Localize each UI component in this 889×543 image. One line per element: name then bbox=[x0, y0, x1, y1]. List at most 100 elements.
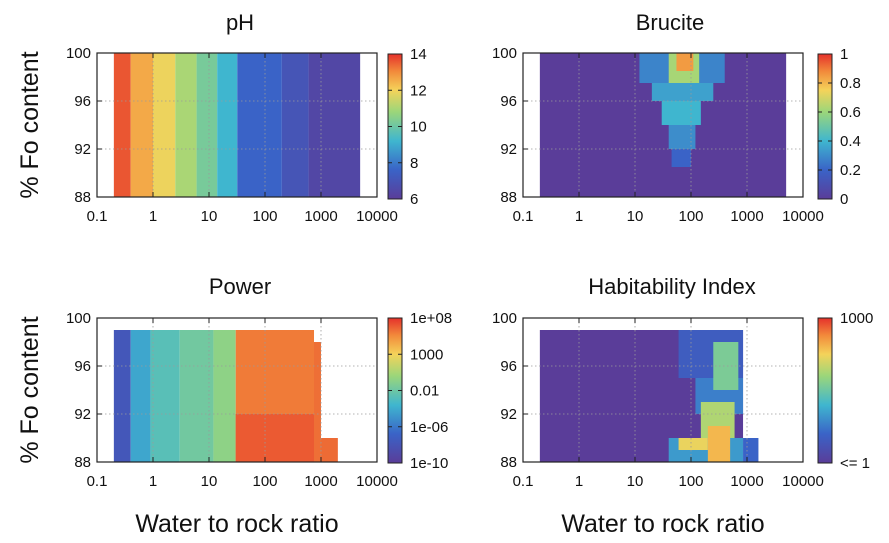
heatmap-cell-2 bbox=[130, 53, 153, 197]
x-axis-label: Water to rock ratio bbox=[135, 510, 338, 538]
y-tick-label: 96 bbox=[74, 93, 91, 110]
colorbar-tick-label: 1e+08 bbox=[410, 310, 452, 327]
y-tick-label: 88 bbox=[500, 454, 517, 471]
x-tick-label: 0.1 bbox=[513, 208, 534, 225]
colorbar-tick-label: 8 bbox=[410, 155, 418, 172]
x-tick-label: 10000 bbox=[782, 208, 824, 225]
colorbar-tick-label: 1000 bbox=[840, 310, 873, 327]
x-tick-label: 100 bbox=[252, 208, 277, 225]
heatmap-cell-5 bbox=[196, 53, 218, 197]
heatmap-cell-4 bbox=[175, 53, 197, 197]
heatmap-cell-1 bbox=[113, 53, 131, 197]
colorbar-tick-label: 0.2 bbox=[840, 162, 861, 179]
chart-title: Power bbox=[209, 274, 271, 299]
y-tick-label: 88 bbox=[500, 189, 517, 206]
x-tick-label: 10000 bbox=[356, 208, 398, 225]
x-tick-label: 1000 bbox=[304, 208, 337, 225]
heatmap-cell-5 bbox=[213, 330, 236, 462]
x-tick-label: 10 bbox=[627, 473, 644, 490]
x-tick-label: 1 bbox=[149, 473, 157, 490]
colorbar-tick-label: 1e-10 bbox=[410, 455, 448, 472]
heatmap-cell-2 bbox=[130, 330, 151, 462]
x-tick-label: 0.1 bbox=[87, 473, 108, 490]
colorbar bbox=[817, 317, 833, 464]
colorbar-tick-label: 12 bbox=[410, 82, 427, 99]
colorbar-tick-label: 6 bbox=[410, 191, 418, 208]
heatmap-cell-9 bbox=[707, 426, 731, 462]
heatmap-cell-4 bbox=[661, 101, 701, 125]
x-tick-label: 100 bbox=[678, 473, 703, 490]
heatmap-cell-8 bbox=[678, 438, 708, 450]
x-tick-label: 1 bbox=[575, 208, 583, 225]
colorbar-tick-label: 10 bbox=[410, 119, 427, 136]
y-tick-label: 96 bbox=[74, 358, 91, 375]
colorbar-tick-label: 0.6 bbox=[840, 104, 861, 121]
plot-frame bbox=[96, 52, 378, 198]
y-axis-label: % Fo content bbox=[16, 51, 44, 198]
x-tick-label: 100 bbox=[252, 473, 277, 490]
x-axis-label: Water to rock ratio bbox=[561, 510, 764, 538]
plot-frame bbox=[522, 317, 804, 463]
colorbar-tick-label: <= 1 bbox=[840, 455, 870, 472]
y-tick-label: 100 bbox=[492, 310, 517, 327]
heatmap-cell-8 bbox=[676, 53, 694, 71]
x-tick-label: 1000 bbox=[730, 208, 763, 225]
heatmap-cell-9 bbox=[308, 53, 361, 197]
colorbar-tick-label: 14 bbox=[410, 46, 427, 63]
x-tick-label: 100 bbox=[678, 208, 703, 225]
heatmap-cell-3 bbox=[150, 330, 180, 462]
x-tick-label: 1 bbox=[575, 473, 583, 490]
x-tick-label: 10 bbox=[201, 208, 218, 225]
x-tick-label: 1 bbox=[149, 208, 157, 225]
heatmap-cell-7 bbox=[235, 414, 315, 462]
y-tick-label: 100 bbox=[66, 45, 91, 62]
plot-frame bbox=[96, 317, 378, 463]
x-tick-label: 1000 bbox=[304, 473, 337, 490]
x-tick-label: 0.1 bbox=[87, 208, 108, 225]
colorbar-tick-label: 1 bbox=[840, 46, 848, 63]
panel-2: 0.1 1 10 100 1000 10000 100 96 92 88 Brucite 1 0.8 0.… bbox=[492, 10, 861, 225]
y-tick-label: 100 bbox=[66, 310, 91, 327]
colorbar-tick-label: 0.4 bbox=[840, 133, 861, 150]
x-tick-label: 0.1 bbox=[513, 473, 534, 490]
y-tick-label: 96 bbox=[500, 358, 517, 375]
heatmap-cell-3 bbox=[153, 53, 176, 197]
heatmap-cell-7 bbox=[237, 53, 282, 197]
y-tick-label: 92 bbox=[500, 141, 517, 158]
x-tick-label: 10 bbox=[201, 473, 218, 490]
colorbar-tick-label: 1e-06 bbox=[410, 419, 448, 436]
plot-frame bbox=[522, 52, 804, 198]
colorbar-tick-label: 0.8 bbox=[840, 75, 861, 92]
y-tick-label: 92 bbox=[74, 141, 91, 158]
y-tick-label: 88 bbox=[74, 189, 91, 206]
panel-1: 0.1 1 10 100 1000 10000 100 96 92 88 pH % Fo conten… bbox=[16, 10, 427, 225]
heatmap-cell-3 bbox=[651, 83, 714, 101]
chart-title: pH bbox=[226, 10, 254, 35]
x-tick-label: 10 bbox=[627, 208, 644, 225]
colorbar-tick-label: 1000 bbox=[410, 346, 443, 363]
chart-title: Brucite bbox=[636, 10, 704, 35]
panel-3: 0.1 1 10 100 1000 10000 100 96 92 88 Power % Fo con… bbox=[16, 274, 452, 538]
y-tick-label: 100 bbox=[492, 45, 517, 62]
colorbar-tick-label: 0 bbox=[840, 191, 848, 208]
chart-title: Habitability Index bbox=[588, 274, 756, 299]
heatmap-cell-6 bbox=[713, 342, 739, 390]
panel-4: 0.1 1 10 100 1000 10000 100 96 92 88 Habitability … bbox=[492, 274, 873, 538]
x-tick-label: 10000 bbox=[356, 473, 398, 490]
heatmap-cell-5 bbox=[668, 125, 696, 149]
y-tick-label: 92 bbox=[74, 406, 91, 423]
y-tick-label: 88 bbox=[74, 454, 91, 471]
y-axis-label: % Fo content bbox=[16, 316, 44, 463]
colorbar-tick-label: 0.01 bbox=[410, 383, 439, 400]
heatmap-cell-1 bbox=[113, 330, 131, 462]
heatmap-cell-8 bbox=[281, 53, 309, 197]
heatmap-cell-9 bbox=[321, 438, 338, 462]
heatmap-cell-4 bbox=[179, 330, 214, 462]
heatmap-cell-6 bbox=[671, 149, 691, 167]
heatmap-cell-5 bbox=[743, 438, 759, 462]
heatmap-cell-6 bbox=[217, 53, 238, 197]
colorbar bbox=[817, 53, 833, 200]
y-tick-label: 92 bbox=[500, 406, 517, 423]
x-tick-label: 1000 bbox=[730, 473, 763, 490]
